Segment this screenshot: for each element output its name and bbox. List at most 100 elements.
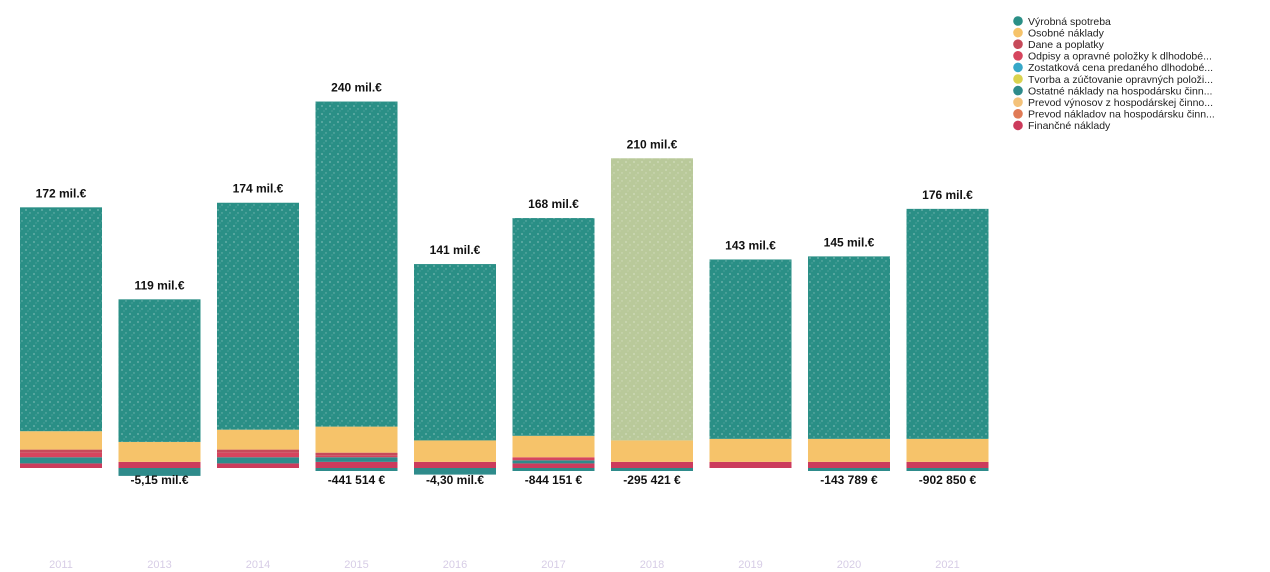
legend-swatch-7 [1013, 97, 1023, 107]
bar-group-2019: 143 mil.€ 2019 [709, 238, 792, 571]
total-label-2017: 168 mil.€ [528, 197, 579, 211]
year-label-2016: 2016 [443, 559, 467, 571]
total-label-2019: 143 mil.€ [725, 238, 776, 252]
bar-segment-2014-4 [217, 457, 299, 464]
legend-swatch-0 [1013, 16, 1023, 26]
legend-entry-3: Odpisy a opravné položky k dlhodobé... [1028, 51, 1212, 63]
negative-label-2016: -4,30 mil.€ [426, 473, 484, 487]
bar-group-2014: 174 mil.€ 2014 [217, 182, 299, 571]
legend-swatch-3 [1013, 51, 1023, 61]
bar-segment-2011-1 [20, 431, 102, 450]
legend-swatch-1 [1013, 27, 1023, 38]
negative-label-2021: -902 850 € [919, 473, 977, 487]
bar-group-2018: 210 mil.€ -295 421 € 2018 [611, 137, 693, 571]
bar-texture-2013 [118, 299, 201, 442]
bar-negative-2013 [118, 468, 201, 476]
bar-group-2017: 168 mil.€ -844 151 € 2017 [512, 197, 595, 571]
year-label-2014: 2014 [246, 559, 270, 571]
bar-texture-2019 [709, 259, 792, 439]
bar-group-2016: 141 mil.€ -4,30 mil.€ 2016 [414, 243, 496, 571]
bar-segment-2020-1 [808, 438, 890, 462]
bar-segment-2021-5 [906, 461, 989, 468]
legend-swatch-2 [1013, 39, 1023, 49]
bar-segment-2015-5 [315, 461, 398, 468]
legend-entry-1: Osobné náklady [1028, 27, 1105, 39]
year-label-2020: 2020 [837, 559, 861, 571]
bar-segment-2017-5 [512, 463, 595, 468]
negative-label-2018: -295 421 € [623, 473, 681, 487]
bar-segment-2017-3 [512, 457, 595, 461]
legend-swatch-6 [1013, 85, 1023, 96]
year-label-2018: 2018 [640, 559, 664, 571]
bar-segment-2013-1 [118, 441, 201, 462]
negative-label-2017: -844 151 € [525, 473, 583, 487]
bar-segment-2011-5 [20, 463, 102, 468]
total-label-2013: 119 mil.€ [134, 278, 184, 292]
legend-entry-8: Prevod nákladov na hospodársku činn... [1028, 109, 1215, 121]
total-label-2014: 174 mil.€ [233, 182, 284, 196]
bar-segment-2014-2 [217, 449, 299, 453]
bar-group-2011: 172 mil.€ 2011 [20, 186, 102, 571]
bar-segment-2020-5 [808, 461, 890, 468]
total-label-2018: 210 mil.€ [627, 137, 678, 151]
year-label-2015: 2015 [344, 559, 368, 571]
legend-entry-9: Finančné náklady [1028, 120, 1111, 132]
bar-segment-2015-1 [315, 426, 398, 453]
year-label-2021: 2021 [935, 559, 959, 571]
bar-segment-2017-4 [512, 460, 595, 464]
legend-swatch-5 [1013, 74, 1023, 84]
bar-segment-2011-3 [20, 452, 102, 458]
bar-segment-2019-5 [709, 461, 792, 468]
bar-segment-2013-5 [118, 461, 201, 468]
bar-texture-2021 [906, 208, 989, 439]
bar-segment-2018-5 [611, 461, 693, 468]
year-label-2013: 2013 [147, 559, 171, 571]
bar-negative-2017 [512, 468, 595, 471]
bar-segment-2015-4 [315, 457, 398, 462]
year-label-2011: 2011 [49, 559, 73, 571]
legend-swatch-8 [1013, 109, 1023, 119]
bar-segment-2015-2 [315, 452, 398, 456]
bar-segment-2014-1 [217, 429, 299, 450]
legend-entry-7: Prevod výnosov z hospodárskej činno... [1028, 97, 1213, 109]
bar-group-2015: 240 mil.€ -441 514 € 2015 [315, 81, 398, 571]
bar-segment-2021-1 [906, 438, 989, 462]
bar-negative-2018 [611, 468, 693, 471]
bar-texture-2018 [611, 158, 693, 441]
negative-label-2015: -441 514 € [328, 473, 386, 487]
total-label-2020: 145 mil.€ [824, 235, 875, 249]
year-label-2019: 2019 [738, 559, 762, 571]
bar-texture-2015 [315, 101, 398, 427]
bar-segment-2014-3 [217, 452, 299, 458]
bar-segment-2019-1 [709, 438, 792, 462]
legend-entry-5: Tvorba a zúčtovanie opravných položi... [1028, 74, 1213, 86]
bar-texture-2014 [217, 202, 299, 430]
bar-segment-2016-1 [414, 440, 496, 462]
total-label-2016: 141 mil.€ [430, 243, 481, 257]
bar-texture-2017 [512, 218, 595, 436]
legend-entry-6: Ostatné náklady na hospodársku činn... [1028, 85, 1212, 97]
year-label-2017: 2017 [541, 559, 565, 571]
bar-group-2013: 119 mil.€ -5,15 mil.€ 2013 [118, 278, 201, 571]
bar-negative-2021 [906, 468, 989, 471]
bar-segment-2014-5 [217, 463, 299, 468]
bar-group-2021: 176 mil.€ -902 850 € 2021 [906, 188, 989, 571]
negative-label-2020: -143 789 € [820, 473, 878, 487]
bar-negative-2016 [414, 468, 496, 475]
total-label-2011: 172 mil.€ [36, 186, 87, 200]
legend-entry-0: Výrobná spotreba [1028, 16, 1111, 28]
total-label-2015: 240 mil.€ [331, 81, 382, 95]
bar-segment-2017-1 [512, 435, 595, 458]
legend-swatch-9 [1013, 120, 1023, 131]
negative-label-2013: -5,15 mil.€ [130, 473, 188, 487]
bar-segment-2016-5 [414, 461, 496, 468]
bar-negative-2015 [315, 468, 398, 471]
bar-segment-2011-2 [20, 449, 102, 453]
bar-texture-2016 [414, 264, 496, 441]
total-label-2021: 176 mil.€ [922, 188, 973, 202]
legend-entry-4: Zostatková cena predaného dlhodobé... [1028, 62, 1213, 74]
bar-texture-2011 [20, 207, 102, 432]
